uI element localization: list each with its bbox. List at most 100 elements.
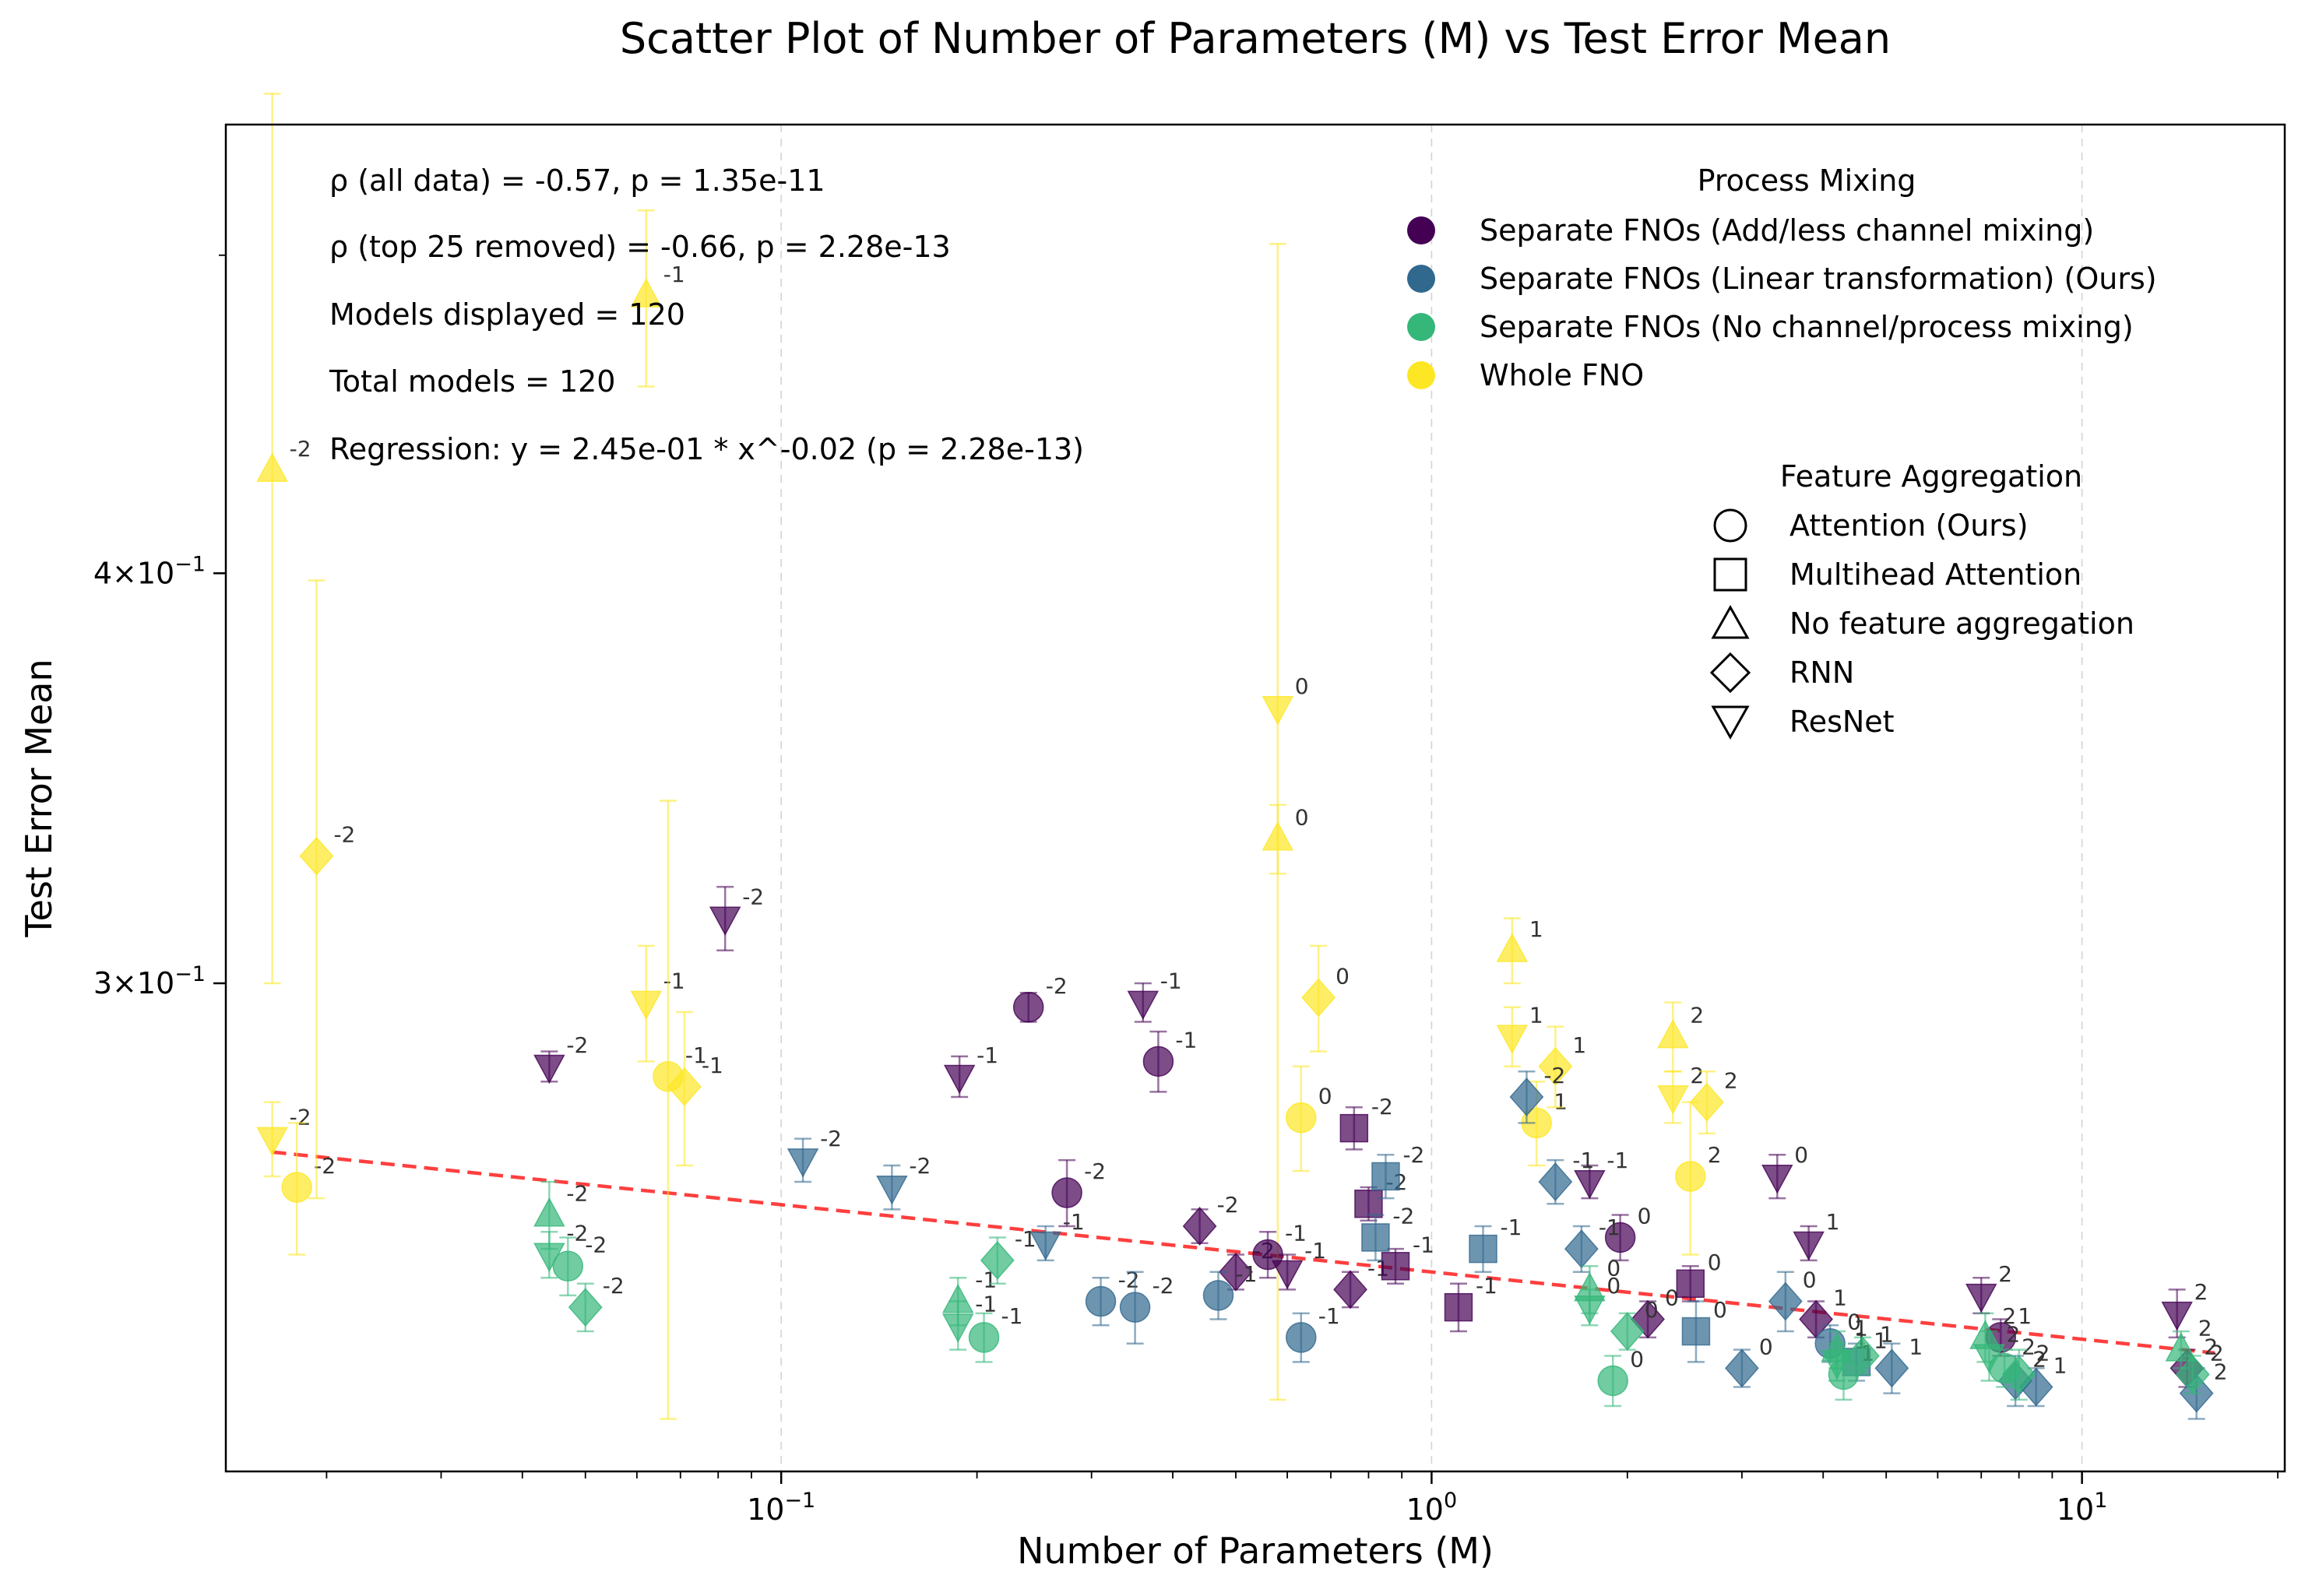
data-point-triangle-up (533, 1197, 565, 1227)
point-label: -1 (977, 1042, 998, 1068)
stat-rho-top25: ρ (top 25 removed) = -0.66, p = 2.28e-13 (329, 230, 951, 264)
data-point-group: -1 (1564, 1215, 1621, 1274)
regression-layer (272, 1150, 2215, 1355)
data-point-triangle-down (1271, 1260, 1304, 1290)
point-label: -1 (1606, 1148, 1628, 1173)
data-point-circle (1604, 1222, 1636, 1253)
point-label: -2 (742, 884, 764, 909)
point-label: -1 (1318, 1303, 1340, 1329)
y-tick-label: 3×10−1 (93, 962, 206, 1000)
point-label: -1 (663, 262, 685, 287)
stats-annotations: ρ (all data) = -0.57, p = 1.35e-11 ρ (to… (329, 163, 1084, 466)
data-point-circle (552, 1250, 584, 1282)
data-point-diamond (2175, 1355, 2210, 1394)
data-point-group: -2 (1012, 973, 1068, 1023)
data-point-group: 0 (1301, 944, 1350, 1053)
point-label: 0 (1713, 1297, 1727, 1323)
data-point-diamond (1689, 1082, 1724, 1122)
data-point-diamond (980, 1240, 1015, 1280)
data-point-group: -1 (980, 1226, 1036, 1285)
point-label: -1 (1501, 1215, 1522, 1240)
regression-line (272, 1150, 2215, 1355)
data-point-circle (1597, 1365, 1628, 1397)
data-point-group: 0 (1574, 1273, 1621, 1327)
point-label: -1 (1001, 1303, 1023, 1329)
x-tick-label: 101 (2057, 1489, 2108, 1527)
data-point-group: 0 (1768, 1267, 1817, 1333)
legend-marker-triangle-down-icon (1711, 705, 1750, 740)
x-axis-label: Number of Parameters (M) (1017, 1530, 1494, 1572)
data-point-circle (1142, 1046, 1174, 1077)
data-point-diamond (299, 836, 334, 876)
legend-marker-square-icon (1713, 557, 1747, 592)
point-label: 2 (2002, 1303, 2016, 1329)
point-label: 1 (1880, 1321, 1894, 1347)
point-label: -2 (909, 1153, 931, 1179)
data-point-group: -1 (1574, 1148, 1628, 1200)
legend-swatch-purple (1407, 216, 1435, 244)
data-point-group: 0 (1604, 1203, 1651, 1262)
data-point-triangle-down (1657, 1085, 1689, 1115)
data-point-circle (1675, 1161, 1706, 1192)
data-point-group: 2 (2161, 1279, 2208, 1339)
data-point-group: -1 (630, 944, 685, 1063)
point-label: -1 (1599, 1215, 1621, 1240)
point-label: 0 (1318, 1084, 1332, 1109)
point-label: -1 (702, 1053, 723, 1078)
data-point-group: -2 (533, 1181, 588, 1250)
data-point-square (1381, 1252, 1410, 1281)
data-point-group: -2 (1361, 1203, 1414, 1262)
point-label: -2 (1084, 1158, 1106, 1184)
data-point-square (1676, 1269, 1705, 1298)
point-label: -2 (1152, 1273, 1174, 1299)
point-label: -2 (603, 1273, 625, 1299)
point-label: 2 (2036, 1340, 2050, 1366)
point-label: -1 (1015, 1226, 1036, 1252)
data-point-square (1681, 1317, 1711, 1346)
data-point-diamond (1724, 1348, 1759, 1388)
data-point-group: -2 (876, 1153, 931, 1211)
data-point-group: 2 (1965, 1261, 2012, 1315)
data-point-group: -2 (709, 884, 764, 952)
data-point-diamond (1509, 1077, 1544, 1116)
data-point-group: -1 (667, 1011, 723, 1167)
data-point-circle (968, 1322, 1000, 1353)
data-points-layer: -2-2-2-2-1-1-1-1000011112222-2-2-1-2-2-1… (256, 93, 2228, 1420)
data-point-group: -2 (787, 1126, 842, 1183)
legend-label-add-mixing: Separate FNOs (Add/less channel mixing) (1480, 213, 2094, 248)
data-point-triangle-up (256, 452, 288, 482)
data-point-square (1339, 1113, 1369, 1143)
point-label: 1 (1909, 1334, 1923, 1359)
point-label: 0 (1335, 963, 1350, 989)
point-label: 0 (1794, 1142, 1808, 1168)
data-point-circle (1012, 992, 1044, 1023)
point-label: 0 (1630, 1346, 1644, 1372)
point-label: 2 (2210, 1340, 2224, 1366)
data-point-group: 2 (1689, 1068, 1738, 1135)
data-point-triangle-up (1262, 821, 1294, 851)
plot-frame (224, 123, 2286, 1473)
data-point-circle (281, 1172, 312, 1203)
data-point-group: -2 (552, 1232, 607, 1297)
data-point-diamond (1301, 978, 1336, 1018)
data-point-diamond (1768, 1281, 1803, 1321)
data-point-group: -2 (1051, 1158, 1106, 1228)
point-label: -1 (1413, 1232, 1434, 1257)
data-point-group: 1 (1874, 1334, 1923, 1394)
data-point-group: 1 (1793, 1209, 1839, 1262)
point-label: 2 (1690, 1002, 1704, 1028)
point-label: 1 (1529, 916, 1543, 942)
point-label: 2 (2032, 1346, 2046, 1372)
data-point-circle (1051, 1177, 1082, 1208)
point-label: 0 (1759, 1334, 1773, 1359)
data-point-diamond (2001, 1355, 2036, 1394)
point-label: -2 (1543, 1063, 1565, 1088)
data-point-group: -2 (533, 1032, 588, 1085)
point-label: -2 (1392, 1203, 1414, 1229)
point-label: -2 (585, 1232, 607, 1257)
point-label: -1 (1572, 1148, 1594, 1173)
data-point-circle (1119, 1292, 1151, 1323)
data-point-group: -1 (1381, 1232, 1434, 1285)
data-point-diamond (1538, 1162, 1573, 1201)
